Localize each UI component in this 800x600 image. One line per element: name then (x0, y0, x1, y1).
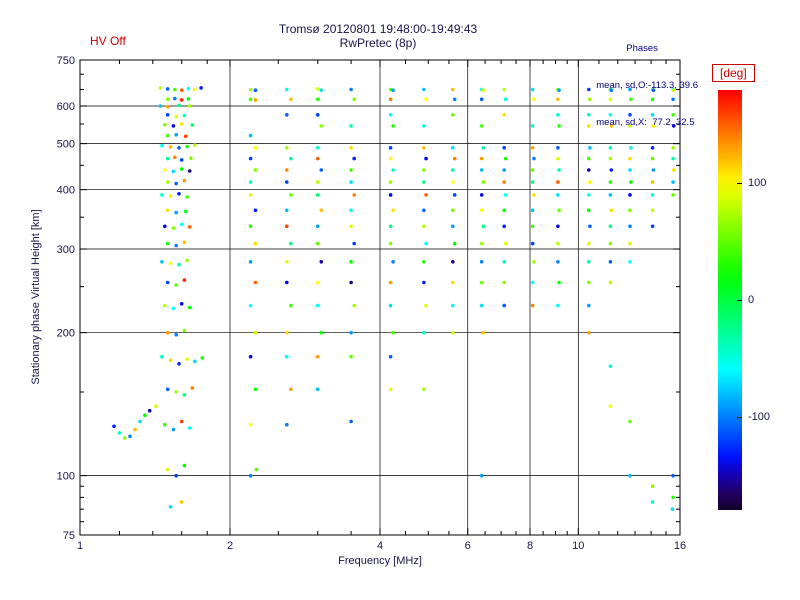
svg-text:100: 100 (57, 471, 75, 483)
svg-text:1: 1 (77, 540, 83, 552)
svg-text:10: 10 (572, 540, 584, 552)
scatter-points (112, 86, 676, 512)
colorbar-tick-label: -100 (748, 410, 771, 423)
svg-text:200: 200 (57, 328, 75, 340)
colorbar-tick-mark (737, 416, 742, 418)
svg-text:400: 400 (57, 185, 75, 197)
svg-text:16: 16 (674, 540, 686, 552)
x-gridlines (229, 60, 579, 535)
plot-subtitle: RwPretec (8p) (339, 36, 417, 50)
phases-heading: Phases (626, 42, 658, 54)
svg-text:600: 600 (57, 101, 75, 113)
colorbar-tick-label: 100 (748, 177, 767, 190)
svg-text:75: 75 (63, 530, 75, 542)
phases-x-mode-stats: mean, sd,X: 77.2, 32.5 (596, 116, 695, 128)
plot-frame (79, 59, 681, 536)
colorbar-tick-mark (737, 183, 742, 185)
svg-text:750: 750 (57, 55, 75, 67)
plot-title: Tromsø 20120801 19:48:00-19:49:43 (278, 22, 478, 36)
svg-text:4: 4 (377, 540, 383, 552)
x-tick-labels: 1 2 4 6 8 10 16 (77, 540, 686, 552)
colorbar-tick-label: 0 (748, 294, 755, 306)
svg-text:2: 2 (227, 540, 233, 552)
colorbar-tick-mark (737, 300, 742, 301)
y-tick-labels: 75 100 200 300 400 500 600 750 (57, 55, 75, 542)
x-axis-label: Frequency [MHz] (338, 555, 422, 567)
phases-o-mode-stats: mean, sd,O:-113.3, 39.6 (596, 79, 698, 91)
colorbar-units-badge: [deg] (712, 64, 755, 82)
hv-off-status: HV Off (90, 34, 126, 48)
svg-text:6: 6 (465, 540, 471, 552)
svg-text:300: 300 (57, 244, 75, 256)
y-axis-label: Stationary phase Virtual Height [km] (30, 209, 42, 385)
phases-stats-block: Phases mean, sd,O:-113.3, 39.6 mean, sd,… (596, 18, 698, 154)
svg-text:8: 8 (527, 540, 533, 552)
svg-text:500: 500 (57, 139, 75, 151)
